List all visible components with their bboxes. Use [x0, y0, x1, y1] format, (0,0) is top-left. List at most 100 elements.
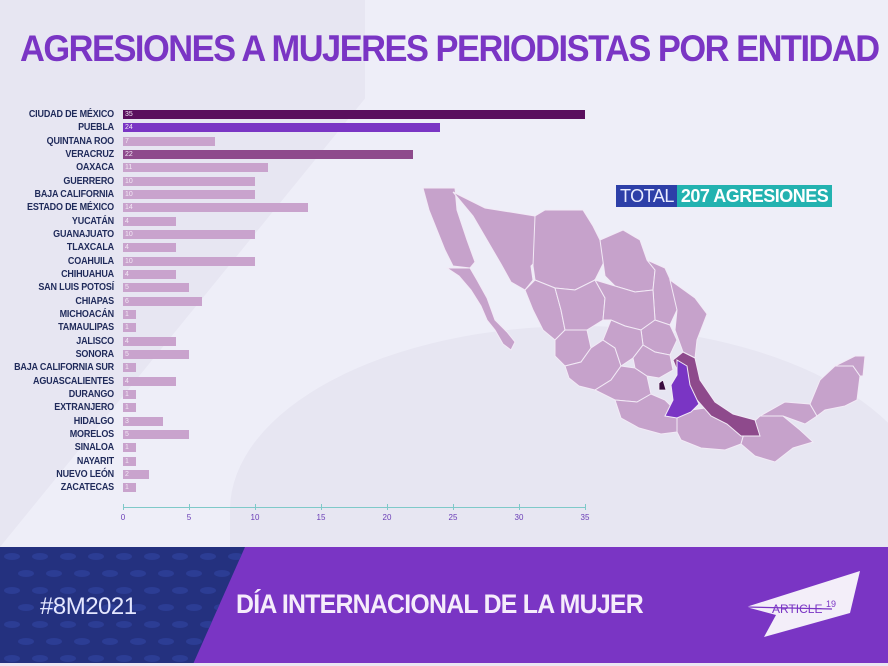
- bar-row: NUEVO LEÓN 2: [0, 468, 600, 481]
- decorative-dot: [228, 655, 244, 662]
- x-axis: [123, 507, 585, 508]
- bar-label: QUINTANA ROO: [46, 135, 115, 147]
- bar-label: SAN LUIS POTOSÍ: [38, 282, 114, 294]
- bar-row: TLAXCALA 4: [0, 241, 600, 254]
- bar-value: 1: [125, 444, 129, 452]
- decorative-dot: [228, 553, 244, 560]
- bar-value: 10: [125, 190, 133, 198]
- bar-row: CHIAPAS 6: [0, 295, 600, 308]
- decorative-dot: [74, 638, 90, 645]
- bar-row: SONORA 5: [0, 348, 600, 361]
- bar-row: YUCATÁN 4: [0, 215, 600, 228]
- bar-label: NUEVO LEÓN: [56, 468, 114, 480]
- bottom-strip: [0, 663, 888, 666]
- bar: 35: [123, 110, 585, 119]
- bar-row: DURANGO 1: [0, 388, 600, 401]
- decorative-dot: [130, 570, 146, 577]
- bar-label: SONORA: [75, 348, 115, 360]
- decorative-dot: [32, 655, 48, 662]
- decorative-dot: [214, 570, 230, 577]
- bar: 4: [123, 336, 176, 346]
- bar-label: VERACRUZ: [65, 148, 114, 160]
- bar-value: 2: [125, 470, 129, 478]
- bar-value: 1: [125, 484, 129, 492]
- bar-value: 5: [125, 284, 129, 292]
- bar-value: 3: [125, 417, 129, 425]
- bar-row: SINALOA 1: [0, 441, 600, 454]
- bar-row: QUINTANA ROO 7: [0, 135, 600, 148]
- svg-text:19: 19: [826, 599, 836, 609]
- bar-label: ZACATECAS: [60, 482, 114, 494]
- decorative-dot: [172, 621, 188, 628]
- decorative-dot: [74, 570, 90, 577]
- decorative-dot: [18, 638, 34, 645]
- x-tick-label: 35: [580, 513, 590, 522]
- decorative-dot: [102, 570, 118, 577]
- bar-label: CHIAPAS: [75, 295, 114, 307]
- bar-label: MORELOS: [69, 428, 114, 440]
- bar: 10: [123, 256, 255, 266]
- bar: 14: [123, 203, 308, 213]
- decorative-dot: [4, 655, 20, 662]
- bar: 2: [123, 469, 150, 479]
- bar: 1: [123, 389, 137, 399]
- bar-value: 1: [125, 310, 129, 318]
- footer-hashtag-panel: [0, 547, 245, 663]
- total-label: TOTAL: [616, 185, 677, 207]
- bar-label: GUANAJUATO: [53, 228, 114, 240]
- x-tick-label: 30: [514, 513, 524, 522]
- bar-value: 4: [125, 217, 129, 225]
- decorative-dot: [242, 638, 245, 645]
- decorative-dot: [46, 604, 62, 611]
- decorative-dot: [4, 621, 20, 628]
- total-value: 207 AGRESIONES: [676, 185, 833, 207]
- bar-label: MICHOACÁN: [59, 308, 115, 320]
- decorative-dot: [186, 638, 202, 645]
- bar-row: BAJA CALIFORNIA 10: [0, 188, 600, 201]
- bar-row: MORELOS 5: [0, 428, 600, 441]
- decorative-dot: [102, 638, 118, 645]
- x-tick: [255, 504, 256, 510]
- decorative-dot: [60, 655, 76, 662]
- bar: 6: [123, 296, 203, 306]
- bar: 5: [123, 429, 189, 439]
- bar: 1: [123, 403, 137, 413]
- bar-value: 5: [125, 350, 129, 358]
- bar-chart: CIUDAD DE MÉXICO 35 PUEBLA 24 QUINTANA ROO 7 V…: [0, 108, 600, 528]
- decorative-dot: [88, 655, 104, 662]
- bar-label: OAXACA: [76, 162, 114, 174]
- decorative-dot: [214, 604, 230, 611]
- bar-value: 22: [125, 150, 133, 158]
- bar-value: 6: [125, 297, 129, 305]
- bar-label: ESTADO DE MÉXICO: [27, 202, 114, 214]
- decorative-dot: [88, 553, 104, 560]
- bar-label: TAMAULIPAS: [58, 322, 114, 334]
- x-tick-label: 5: [186, 513, 192, 522]
- bar-row: MICHOACÁN 1: [0, 308, 600, 321]
- bar-row: VERACRUZ 22: [0, 148, 600, 161]
- decorative-dot: [88, 587, 104, 594]
- decorative-dot: [116, 655, 132, 662]
- bar: 24: [123, 123, 440, 133]
- bar-row: AGUASCALIENTES 4: [0, 375, 600, 388]
- bar-row: CHIHUAHUA 4: [0, 268, 600, 281]
- decorative-dot: [158, 604, 174, 611]
- bar-value: 1: [125, 457, 129, 465]
- bar-row: COAHUILA 10: [0, 255, 600, 268]
- decorative-dot: [32, 587, 48, 594]
- decorative-dot: [172, 655, 188, 662]
- x-tick-label: 25: [448, 513, 458, 522]
- bar-label: SINALOA: [74, 442, 114, 454]
- decorative-dot: [74, 604, 90, 611]
- decorative-dot: [4, 553, 20, 560]
- bar-value: 5: [125, 430, 129, 438]
- x-tick-label: 20: [382, 513, 392, 522]
- bar: 1: [123, 456, 137, 466]
- bar-value: 4: [125, 270, 129, 278]
- bar: 1: [123, 309, 137, 319]
- decorative-dot: [200, 587, 216, 594]
- x-tick-label: 0: [120, 513, 126, 522]
- bar-row: TAMAULIPAS 1: [0, 321, 600, 334]
- decorative-dot: [200, 553, 216, 560]
- decorative-dot: [186, 604, 202, 611]
